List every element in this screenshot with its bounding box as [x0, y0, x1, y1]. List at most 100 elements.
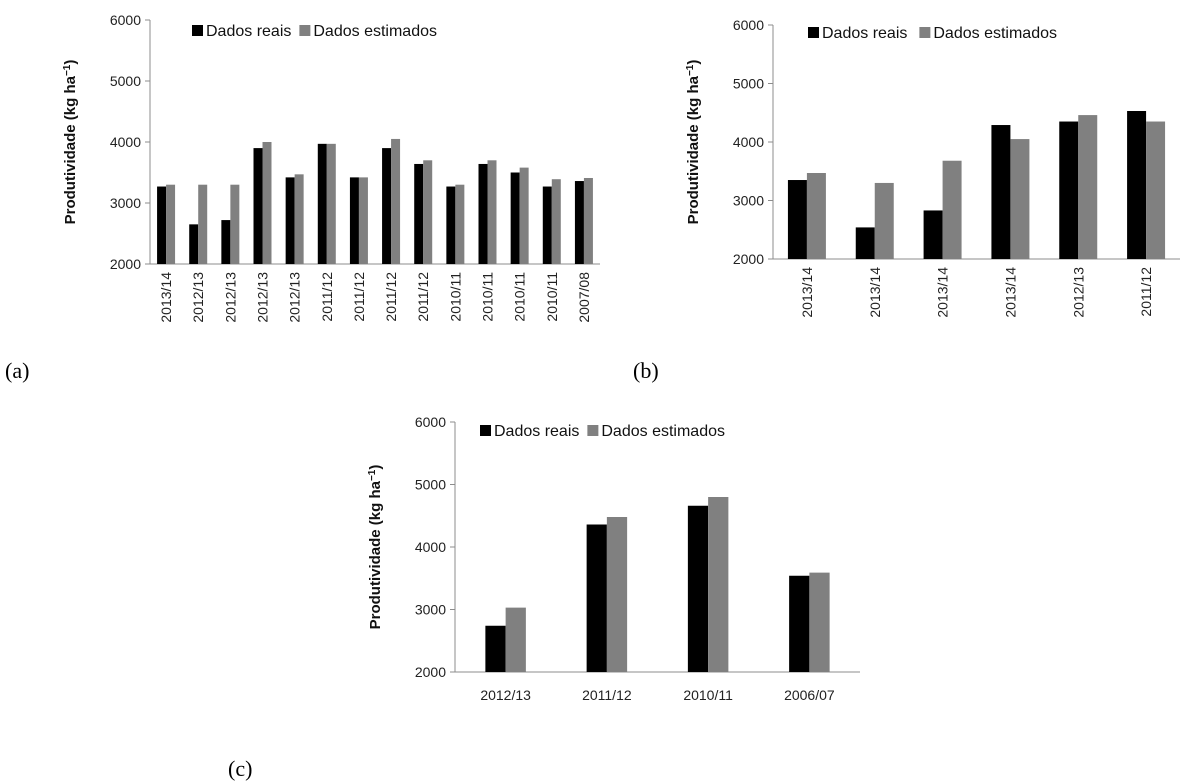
bar-dados-reais	[414, 163, 424, 264]
x-tick-label: 2010/11	[512, 272, 528, 322]
x-tick-label: 2012/13	[1070, 267, 1086, 318]
x-tick-label: 2011/12	[319, 272, 335, 322]
bar-dados-reais	[1127, 110, 1147, 260]
y-axis-label: Produtividade (kg ha−1)	[62, 60, 80, 225]
bar-dados-estimados	[519, 167, 529, 264]
legend-label: Dados reais	[206, 23, 291, 40]
legend-swatch	[192, 25, 203, 36]
y-tick-label: 3000	[110, 195, 141, 211]
y-axis-label: Produtividade (kg ha−1)	[367, 465, 385, 630]
y-tick-label: 3000	[415, 602, 446, 618]
legend-label: Dados estimados	[313, 23, 437, 40]
y-axis-label: Produtividade (kg ha−1)	[685, 60, 703, 225]
x-tick-label: 2010/11	[544, 272, 560, 322]
x-tick-label: 2013/14	[1002, 267, 1018, 318]
x-tick-label: 2011/12	[351, 272, 367, 322]
bar-dados-estimados	[1010, 139, 1030, 259]
bar-dados-estimados	[455, 184, 465, 264]
legend-swatch	[808, 27, 819, 38]
bar-dados-reais	[221, 220, 231, 264]
y-tick-label: 2000	[733, 251, 764, 267]
bar-dados-estimados	[551, 179, 561, 264]
chart-b: 2000 3000 4000 5000 6000 2013/14 2013/14 2013/1…	[633, 17, 1180, 383]
bar-dados-estimados	[1078, 115, 1098, 259]
panel-label: (b)	[633, 358, 659, 383]
bar-dados-reais	[687, 505, 709, 672]
bar-dados-reais	[542, 186, 552, 264]
y-tick-label: 4000	[733, 134, 764, 150]
bar-dados-estimados	[198, 184, 208, 264]
x-tick-label: 2013/14	[799, 267, 815, 318]
bar-dados-estimados	[326, 143, 336, 264]
y-tick-label: 2000	[415, 664, 446, 680]
bar-dados-estimados	[809, 572, 830, 672]
bar-dados-reais	[157, 186, 167, 264]
y-tick-label: 6000	[110, 12, 141, 28]
legend-swatch	[299, 25, 311, 36]
bar-dados-reais	[189, 224, 199, 264]
legend-label: Dados reais	[494, 423, 579, 440]
bar-dados-estimados	[606, 517, 628, 672]
x-tick-label: 2013/14	[935, 267, 951, 318]
x-tick-label: 2011/12	[415, 272, 431, 322]
legend-label: Dados estimados	[933, 25, 1057, 42]
x-tick-label: 2013/14	[867, 267, 883, 318]
bar-dados-reais	[787, 180, 807, 259]
bar-dados-reais	[991, 125, 1011, 259]
y-tick-label: 2000	[110, 256, 141, 272]
bar-dados-estimados	[583, 177, 593, 264]
bar-dados-reais	[923, 210, 943, 259]
x-tick-label: 2010/11	[683, 687, 733, 703]
bar-dados-reais	[285, 177, 295, 264]
legend-swatch	[587, 425, 599, 436]
bar-dados-estimados	[166, 184, 176, 264]
x-tick-label: 2012/13	[480, 687, 531, 703]
y-tick-label: 4000	[110, 134, 141, 150]
x-tick-label: 2010/11	[480, 272, 496, 322]
bar-dados-estimados	[1146, 121, 1166, 260]
x-tick-label: 2012/13	[287, 272, 303, 323]
bar-dados-reais	[789, 575, 810, 672]
y-tick-label: 6000	[415, 414, 446, 430]
x-tick-label: 2012/13	[190, 272, 206, 323]
x-tick-label: 2006/07	[784, 687, 835, 703]
bar-dados-reais	[317, 143, 327, 264]
bar-dados-reais	[478, 163, 488, 264]
x-tick-label: 2007/08	[576, 272, 592, 323]
bar-dados-estimados	[262, 142, 272, 264]
y-tick-label: 6000	[733, 17, 764, 33]
chart-a: 2000 3000 4000 5000 6000 2013/14 2012/13 2012/1…	[5, 12, 600, 383]
bar-dados-estimados	[505, 607, 526, 672]
legend-swatch	[919, 27, 931, 38]
x-tick-label: 2011/12	[1138, 267, 1154, 317]
x-tick-label: 2013/14	[158, 272, 174, 323]
x-tick-label: 2010/11	[447, 272, 463, 322]
bar-dados-estimados	[423, 160, 433, 264]
bar-dados-reais	[586, 524, 607, 672]
bar-dados-estimados	[230, 184, 240, 264]
y-tick-label: 5000	[733, 76, 764, 92]
bar-dados-reais	[485, 625, 506, 672]
bar-dados-estimados	[358, 177, 368, 264]
bar-dados-reais	[253, 148, 263, 264]
y-tick-label: 3000	[733, 193, 764, 209]
bar-dados-estimados	[391, 138, 401, 264]
bar-dados-reais	[510, 172, 520, 264]
legend-label: Dados reais	[822, 25, 907, 42]
panel-label: (a)	[5, 358, 29, 383]
x-tick-label: 2012/13	[222, 272, 238, 323]
bar-dados-estimados	[806, 173, 826, 259]
x-tick-label: 2011/12	[383, 272, 399, 322]
x-tick-label: 2012/13	[255, 272, 271, 323]
panel-label: (c)	[228, 756, 252, 781]
y-tick-label: 5000	[110, 73, 141, 89]
chart-c: 2000 3000 4000 5000 6000 2012/13 2011/12 2010/1…	[228, 414, 860, 781]
x-tick-label: 2011/12	[582, 687, 632, 703]
bar-dados-estimados	[874, 182, 894, 259]
bar-dados-estimados	[708, 497, 729, 672]
bar-dados-estimados	[487, 160, 497, 264]
legend-swatch	[480, 425, 491, 436]
bar-dados-reais	[349, 177, 359, 264]
bar-dados-estimados	[942, 160, 962, 259]
